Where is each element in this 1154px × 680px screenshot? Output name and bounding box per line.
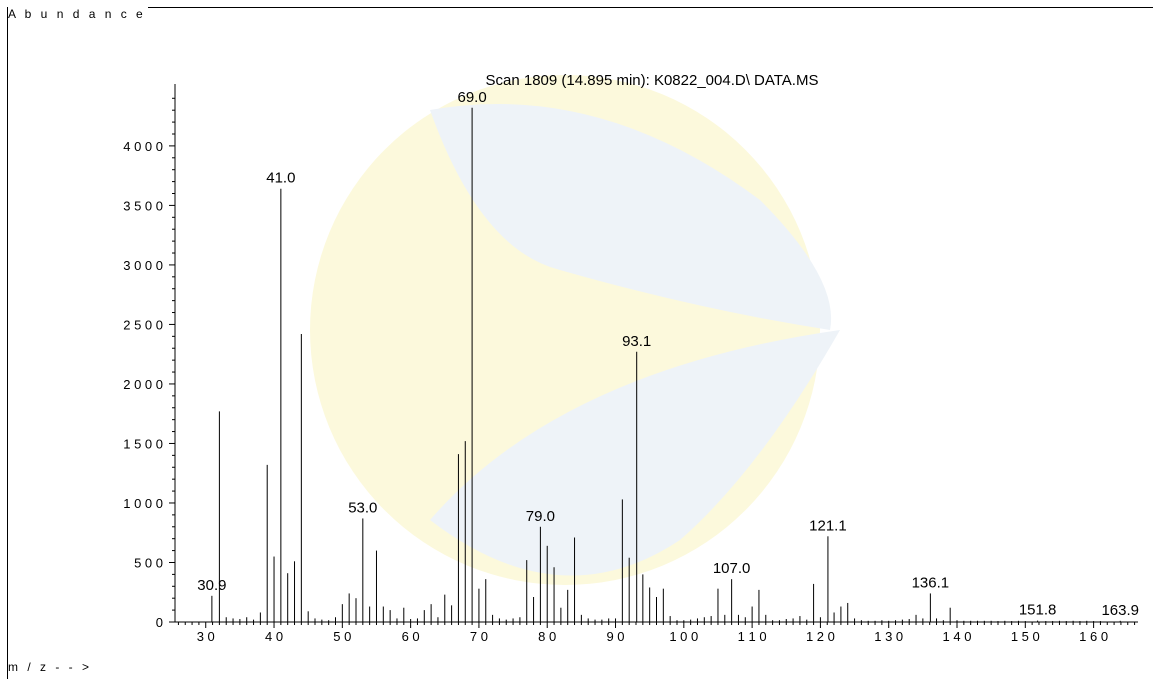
chart-title: Scan 1809 (14.895 min): K0822_004.D\ DAT… — [485, 72, 819, 89]
x-tick-label: 3 0 — [197, 629, 215, 644]
x-tick-label: 1 2 0 — [806, 629, 835, 644]
x-tick-label: 1 0 0 — [669, 629, 698, 644]
x-tick-label: 6 0 — [402, 629, 420, 644]
y-tick-label: 2 0 0 0 — [123, 377, 163, 392]
y-tick-label: 2 5 0 0 — [123, 317, 163, 332]
x-tick-label: 5 0 — [333, 629, 351, 644]
y-tick-label: 3 5 0 0 — [123, 198, 163, 213]
x-tick-label: 4 0 — [265, 629, 283, 644]
x-tick-label: 9 0 — [606, 629, 624, 644]
peak-label: 30.9 — [197, 577, 226, 594]
x-tick-label: 8 0 — [538, 629, 556, 644]
peak-label: 163.9 — [1101, 602, 1139, 619]
y-tick-label: 4 0 0 0 — [123, 139, 163, 154]
y-tick-label: 1 5 0 0 — [123, 436, 163, 451]
peak-label: 41.0 — [266, 170, 295, 187]
peak-label: 136.1 — [912, 574, 950, 591]
y-tick-label: 1 0 0 0 — [123, 496, 163, 511]
peak-label: 93.1 — [622, 333, 651, 350]
plot-frame — [7, 7, 1153, 679]
y-tick-label: 3 0 0 0 — [123, 258, 163, 273]
watermark-logo — [310, 75, 840, 585]
peak-bars — [211, 107, 1121, 622]
peak-label: 79.0 — [526, 508, 555, 525]
x-tick-label: 1 4 0 — [943, 629, 972, 644]
x-tick-label: 1 3 0 — [874, 629, 903, 644]
peak-label: 53.0 — [348, 499, 377, 516]
y-axis-title: A b u n d a n c e — [8, 7, 148, 21]
peak-label: 69.0 — [457, 89, 486, 106]
y-tick-label: 0 — [156, 615, 163, 630]
axes: 0 5 0 0 1 0 0 0 1 5 0 0 2 0 0 0 2 5 0 0 3 0 0 … — [123, 84, 1138, 644]
y-tick-label: 5 0 0 — [134, 555, 163, 570]
peak-labels: 30.9 41.0 53.0 69.0 79.0 93.1 107.0 121.1 136.1 1… — [197, 89, 1139, 619]
x-axis-title: m / z - - > — [8, 660, 92, 674]
x-tick-label: 7 0 — [470, 629, 488, 644]
x-tick-label: 1 1 0 — [738, 629, 767, 644]
peak-label: 107.0 — [713, 560, 751, 577]
x-tick-label: 1 5 0 — [1011, 629, 1040, 644]
peak-label: 121.1 — [809, 517, 847, 534]
peak-label: 151.8 — [1019, 602, 1057, 619]
x-tick-label: 1 6 0 — [1079, 629, 1108, 644]
